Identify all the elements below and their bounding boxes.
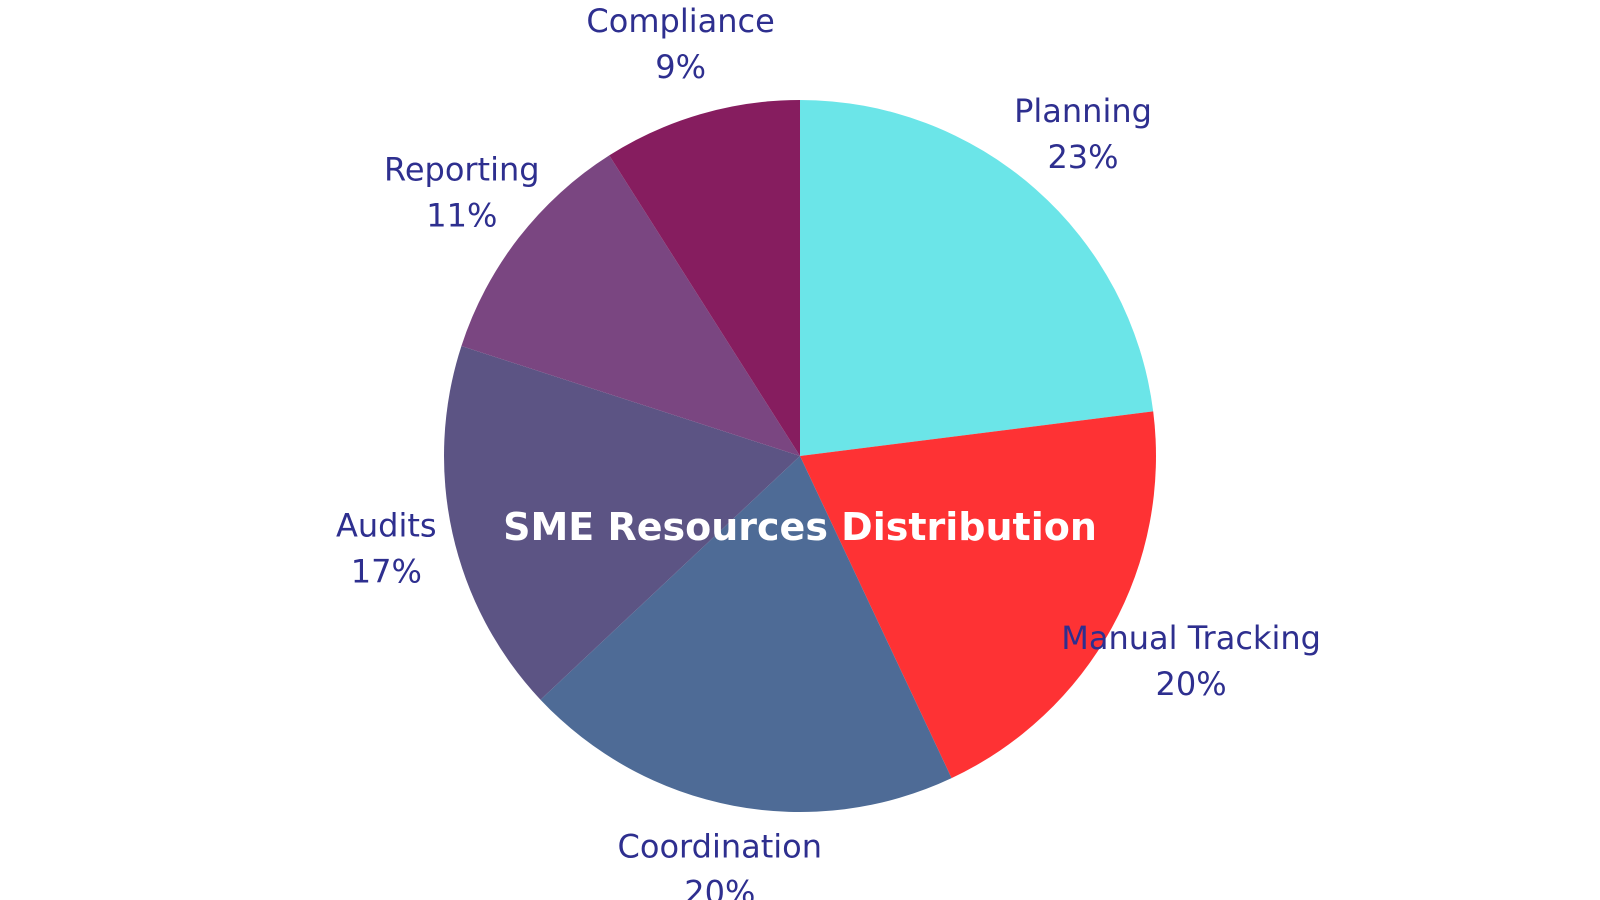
chart-title: SME Resources Distribution — [503, 505, 1097, 549]
slice-value-label: 23% — [1047, 138, 1118, 176]
pie-slice-audits — [443, 345, 800, 700]
pie-slices — [443, 100, 1156, 813]
slice-name-label: Compliance — [586, 2, 774, 40]
slice-value-label: 17% — [351, 552, 422, 590]
slice-name-label: Planning — [1014, 92, 1152, 130]
slice-value-label: 11% — [426, 197, 497, 235]
slice-value-label: 20% — [1156, 665, 1227, 703]
slice-value-label: 9% — [655, 48, 706, 86]
slice-value-label: 20% — [684, 873, 755, 900]
slice-name-label: Coordination — [618, 827, 822, 865]
slice-name-label: Reporting — [384, 151, 540, 189]
pie-slice-coordination — [540, 456, 952, 813]
slice-name-label: Manual Tracking — [1061, 619, 1321, 657]
pie-slice-reporting — [461, 155, 800, 457]
slice-name-label: Audits — [336, 506, 437, 544]
pie-slice-manual-tracking — [800, 411, 1156, 779]
slice-labels: Planning 23% Manual Tracking 20% Coordinatio… — [336, 2, 1321, 900]
pie-slice-compliance — [609, 100, 800, 456]
pie-slice-planning — [800, 100, 1154, 456]
